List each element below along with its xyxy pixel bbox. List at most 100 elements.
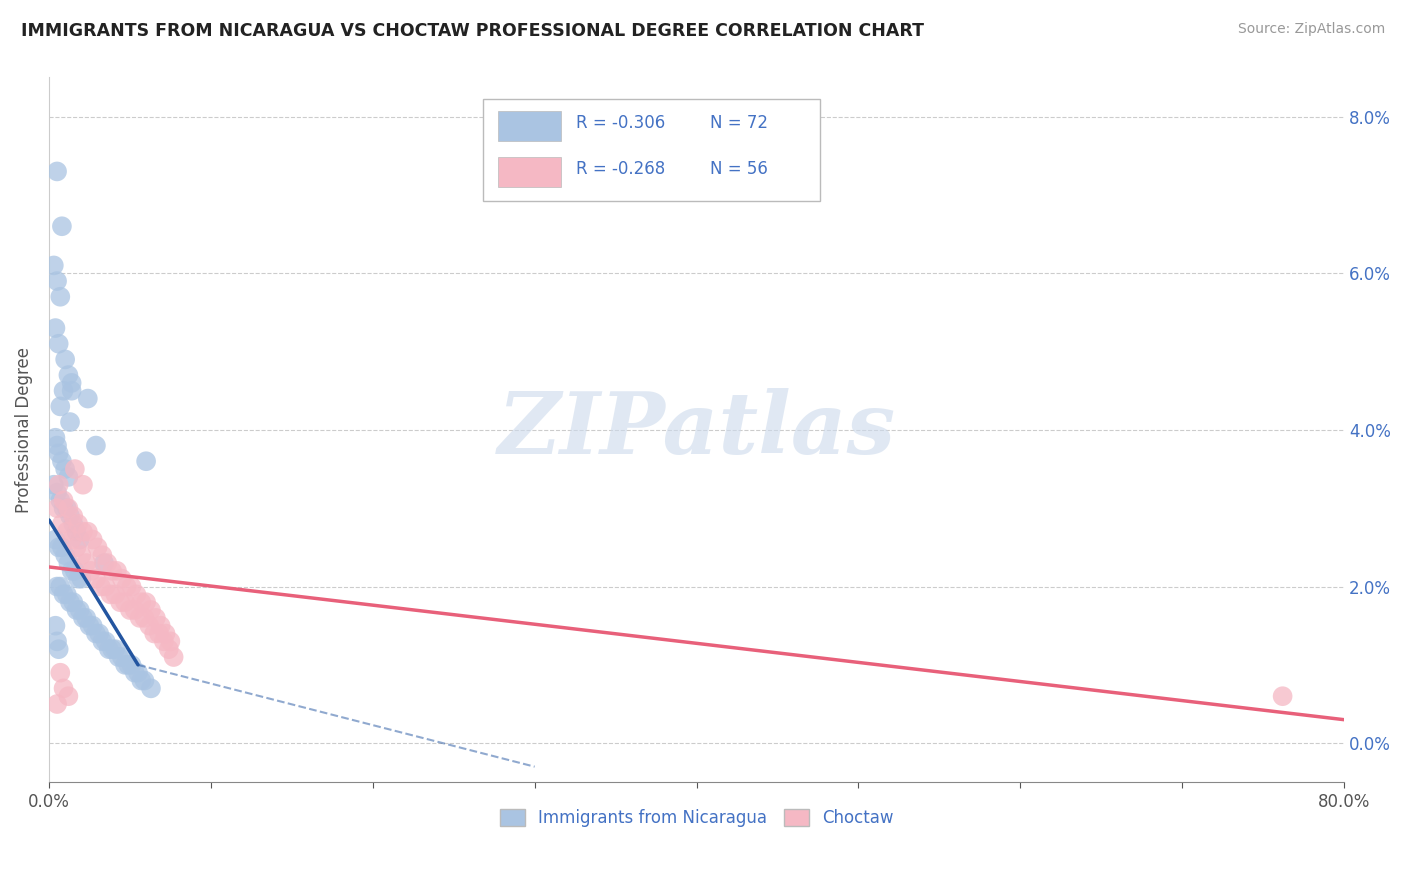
Point [44, 321, 66, 335]
Point [49, 400, 72, 414]
Point [62, 595, 84, 609]
Point [70, 572, 93, 586]
Point [58, 689, 80, 703]
Point [58, 501, 80, 516]
Point [86, 541, 108, 555]
Point [60, 564, 83, 578]
Point [139, 681, 162, 696]
Point [149, 618, 172, 632]
Point [75, 611, 97, 625]
Point [129, 595, 152, 609]
Point [148, 626, 170, 640]
Point [128, 611, 150, 625]
Y-axis label: Professional Degree: Professional Degree [15, 347, 32, 513]
Point [114, 595, 136, 609]
Point [89, 626, 111, 640]
Point [62, 516, 84, 531]
Point [76, 524, 98, 539]
Point [52, 493, 75, 508]
Point [80, 564, 103, 578]
Point [52, 384, 75, 398]
Point [124, 603, 146, 617]
Point [51, 516, 73, 531]
Point [51, 219, 73, 234]
Point [53, 352, 76, 367]
Point [60, 533, 83, 547]
Point [72, 611, 94, 625]
Point [53, 548, 76, 562]
Point [58, 470, 80, 484]
Point [48, 446, 70, 460]
Point [69, 603, 91, 617]
Point [135, 454, 157, 468]
Point [94, 634, 117, 648]
Point [49, 290, 72, 304]
Point [46, 580, 69, 594]
Point [139, 603, 162, 617]
Point [82, 618, 104, 632]
Point [94, 580, 117, 594]
Point [62, 509, 84, 524]
Point [46, 634, 69, 648]
Point [49, 580, 72, 594]
Point [70, 548, 93, 562]
Point [84, 572, 107, 586]
Point [155, 626, 177, 640]
Point [69, 533, 91, 547]
Text: R = -0.306: R = -0.306 [576, 114, 665, 132]
Point [97, 642, 120, 657]
Point [75, 556, 97, 570]
Point [108, 595, 131, 609]
Point [53, 462, 76, 476]
Point [104, 587, 127, 601]
Point [159, 634, 181, 648]
Point [125, 587, 148, 601]
Point [82, 533, 104, 547]
Point [121, 657, 143, 672]
Point [49, 665, 72, 680]
Point [134, 611, 156, 625]
Point [52, 587, 75, 601]
Point [67, 516, 90, 531]
Point [76, 392, 98, 406]
Point [59, 595, 82, 609]
Point [157, 642, 180, 657]
Point [111, 572, 134, 586]
Point [52, 501, 75, 516]
Point [55, 587, 77, 601]
Point [107, 650, 129, 665]
Point [63, 564, 86, 578]
Point [46, 697, 69, 711]
Point [59, 415, 82, 429]
Point [58, 556, 80, 570]
Point [127, 665, 149, 680]
FancyBboxPatch shape [482, 99, 820, 201]
Point [48, 336, 70, 351]
Text: IMMIGRANTS FROM NICARAGUA VS CHOCTAW PROFESSIONAL DEGREE CORRELATION CHART: IMMIGRANTS FROM NICARAGUA VS CHOCTAW PRO… [21, 22, 924, 40]
Point [48, 642, 70, 657]
Point [93, 556, 115, 570]
Point [79, 618, 101, 632]
Point [46, 501, 69, 516]
Point [134, 673, 156, 688]
Point [111, 650, 134, 665]
Point [129, 673, 152, 688]
Point [101, 564, 124, 578]
Point [49, 493, 72, 508]
Point [51, 454, 73, 468]
Point [46, 164, 69, 178]
Point [90, 580, 112, 594]
Point [63, 462, 86, 476]
Point [59, 509, 82, 524]
Point [44, 533, 66, 547]
Point [44, 431, 66, 445]
Point [1271, 689, 1294, 703]
Point [145, 611, 167, 625]
Point [72, 477, 94, 491]
Point [153, 634, 176, 648]
Point [42, 259, 65, 273]
Point [84, 439, 107, 453]
Bar [498, 112, 561, 141]
Point [46, 439, 69, 453]
Point [91, 634, 114, 648]
